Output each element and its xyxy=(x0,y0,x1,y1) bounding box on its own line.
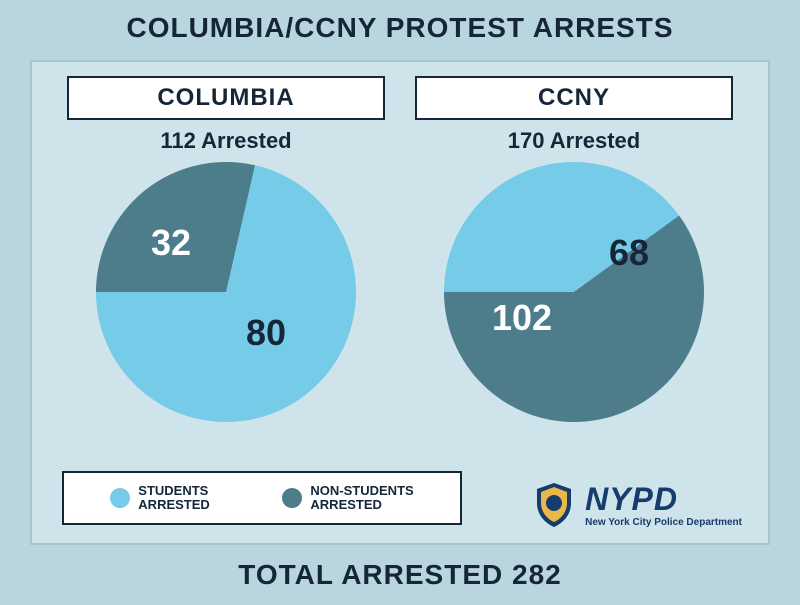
legend-swatch xyxy=(282,488,302,508)
nypd-name: NYPD xyxy=(585,483,678,515)
shield-icon xyxy=(533,481,575,529)
pie-slice-label: 102 xyxy=(492,297,552,339)
chart-header: CCNY xyxy=(415,76,733,120)
nypd-subtitle: New York City Police Department xyxy=(585,517,742,528)
legend-item-nonstudents: NON-STUDENTSARRESTED xyxy=(282,484,413,513)
infographic-root: COLUMBIA/CCNY PROTEST ARRESTS COLUMBIA 1… xyxy=(0,0,800,605)
pie-slice-label: 32 xyxy=(151,222,191,264)
legend-swatch xyxy=(110,488,130,508)
legend-item-students: STUDENTSARRESTED xyxy=(110,484,210,513)
legend-label: NON-STUDENTSARRESTED xyxy=(310,484,413,513)
charts-row: COLUMBIA 112 Arrested 32 80 CCNY 170 Arr… xyxy=(32,70,768,422)
pie-wrap: 68 102 xyxy=(444,162,704,422)
chart-subtitle: 170 Arrested xyxy=(407,128,741,154)
panel: COLUMBIA 112 Arrested 32 80 CCNY 170 Arr… xyxy=(30,60,770,545)
pie-slice-label: 80 xyxy=(246,312,286,354)
chart-columbia: COLUMBIA 112 Arrested 32 80 xyxy=(59,70,393,422)
pie-chart xyxy=(96,162,356,422)
nypd-logo: NYPD New York City Police Department xyxy=(533,481,742,529)
chart-ccny: CCNY 170 Arrested 68 102 xyxy=(407,70,741,422)
pie-wrap: 32 80 xyxy=(96,162,356,422)
legend: STUDENTSARRESTED NON-STUDENTSARRESTED xyxy=(62,471,462,525)
pie-chart xyxy=(444,162,704,422)
pie-slice-label: 68 xyxy=(609,232,649,274)
nypd-text: NYPD New York City Police Department xyxy=(585,483,742,528)
footer-total: TOTAL ARRESTED 282 xyxy=(0,559,800,591)
chart-header: COLUMBIA xyxy=(67,76,385,120)
legend-label: STUDENTSARRESTED xyxy=(138,484,210,513)
main-title: COLUMBIA/CCNY PROTEST ARRESTS xyxy=(0,12,800,44)
chart-subtitle: 112 Arrested xyxy=(59,128,393,154)
